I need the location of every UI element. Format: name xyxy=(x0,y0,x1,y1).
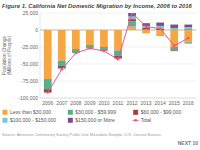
x-tick-label: 2016 xyxy=(183,100,194,106)
y-tick-label: -25,000 xyxy=(21,44,38,50)
legend-label: $150,000 or More xyxy=(75,117,115,123)
grid xyxy=(40,13,196,98)
logo-text: NEXT 10 xyxy=(178,140,199,146)
bar-segment xyxy=(44,30,52,31)
x-tick-label: 2006 xyxy=(42,100,53,106)
line-marker xyxy=(46,91,49,94)
bar-segment xyxy=(58,30,66,31)
chart: Figure 1. California Net Domestic Migrat… xyxy=(0,0,200,150)
x-tick-label: 2011 xyxy=(113,100,124,106)
bar-segment xyxy=(86,30,94,31)
x-tick-label: 2009 xyxy=(84,100,95,106)
x-tick-label: 2007 xyxy=(56,100,67,106)
bar-segment xyxy=(86,30,94,31)
x-axis xyxy=(40,98,196,99)
legend-swatch xyxy=(3,118,8,123)
x-tick-label: 2013 xyxy=(141,100,152,106)
x-tick-label: 2014 xyxy=(155,100,166,106)
line-marker xyxy=(60,68,63,71)
bar-segment xyxy=(58,61,66,66)
bar-segment xyxy=(170,50,178,52)
y-axis xyxy=(40,13,41,98)
source-text: Source: American Community Survey Public… xyxy=(2,132,161,137)
bar-segment xyxy=(100,30,108,31)
bar-segment xyxy=(170,47,178,50)
bar-segment xyxy=(156,30,164,35)
bar-segment xyxy=(100,30,108,47)
legend-marker xyxy=(134,119,136,121)
bar-segment xyxy=(114,30,122,50)
x-tick-label: 2012 xyxy=(126,100,137,106)
x-tick-label: 2015 xyxy=(169,100,180,106)
total-line xyxy=(48,13,189,93)
bar-segment xyxy=(184,42,192,43)
legend-swatch xyxy=(133,110,138,115)
line-marker xyxy=(103,50,106,53)
legend-label: Less than $30,000 xyxy=(10,109,51,115)
legend-label: $30,000 - $59,999 xyxy=(75,109,116,115)
bar-segment xyxy=(58,30,66,61)
bar-segment xyxy=(184,30,192,42)
legend-label: $60,000 - $99,000 xyxy=(141,109,182,115)
bar-segment xyxy=(156,23,164,26)
legend-swatch xyxy=(68,110,73,115)
line-marker xyxy=(145,25,148,28)
bar-segment xyxy=(184,25,192,28)
y-tick-label: -50,000 xyxy=(21,61,38,67)
legend-label: $100,000 - $150,000 xyxy=(10,117,56,123)
y-tick-label: 0 xyxy=(35,27,38,33)
bar-segment xyxy=(184,27,192,29)
y-tick-label: -100,000 xyxy=(18,95,38,101)
bar-segment xyxy=(86,30,94,45)
bar-segment xyxy=(114,30,122,31)
grid-line xyxy=(40,81,196,82)
legend-swatch xyxy=(68,118,73,123)
line-marker xyxy=(131,13,134,14)
line-marker xyxy=(75,52,78,55)
x-tick-label: 2010 xyxy=(98,100,109,106)
x-tick-label: 2008 xyxy=(70,100,81,106)
plot-area xyxy=(44,13,192,94)
bar-segment xyxy=(100,30,108,31)
line-marker xyxy=(89,47,92,50)
bar-segment xyxy=(72,30,80,31)
bar-segment xyxy=(128,27,136,30)
y-axis-label: Population Change(Millions of People) xyxy=(2,36,12,76)
line-marker xyxy=(187,37,190,40)
bar-segment xyxy=(156,35,164,37)
bar-segment xyxy=(72,30,80,49)
line-marker xyxy=(173,44,176,47)
bar-segment xyxy=(44,30,52,79)
bar-segment xyxy=(142,28,150,29)
bar-segment xyxy=(142,30,150,33)
y-tick-label: 25,000 xyxy=(23,10,39,16)
bar-segment xyxy=(170,25,178,28)
legend-swatch xyxy=(3,110,8,115)
legend-label: Total xyxy=(141,117,152,123)
title: Figure 1. California Net Domestic Migrat… xyxy=(2,3,193,9)
bar-segment xyxy=(170,28,178,30)
bar-segment xyxy=(114,58,122,60)
bar-segment xyxy=(44,30,52,31)
bar-segment xyxy=(72,30,80,31)
bar-segment xyxy=(142,29,150,31)
bar-segment xyxy=(128,16,136,19)
legend-line xyxy=(133,120,139,121)
legend: Less than $30,000 $30,000 - $59,999 $60,00… xyxy=(3,109,182,123)
line-marker xyxy=(117,58,120,61)
grid-line xyxy=(40,98,196,99)
bar-segment xyxy=(72,30,80,31)
line-marker xyxy=(159,27,162,30)
y-tick-label: -75,000 xyxy=(21,78,38,84)
grid-line xyxy=(40,13,196,14)
